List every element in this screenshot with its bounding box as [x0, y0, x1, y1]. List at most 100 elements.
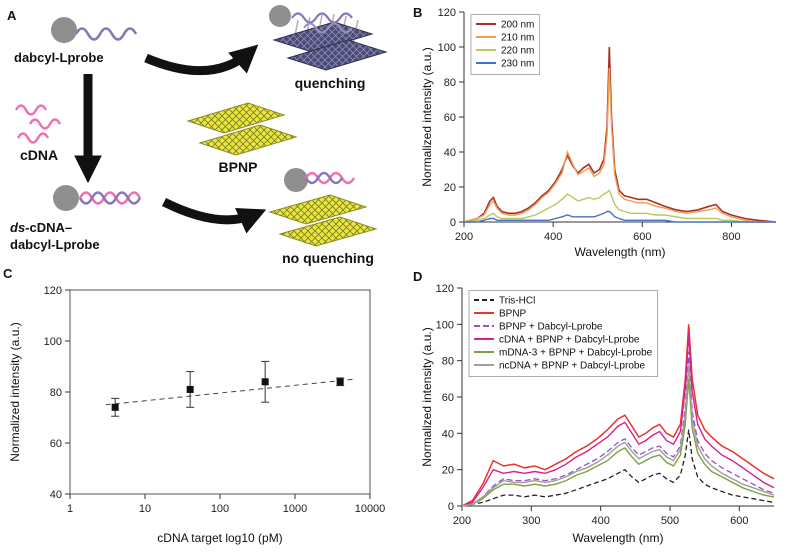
- y-tick-label: 20: [442, 465, 454, 477]
- y-axis-label: Normalized intensity (a.u.): [8, 322, 22, 461]
- series-line: [463, 67, 776, 223]
- y-tick-label: 100: [438, 42, 456, 54]
- x-tick-label: 400: [544, 231, 562, 243]
- bpnp-nanoplates: [186, 102, 298, 156]
- series-line: [464, 210, 776, 223]
- legend-label: 230 nm: [501, 59, 534, 70]
- duplex-probe-strand: [78, 191, 142, 205]
- panel-label-b: B: [413, 5, 423, 20]
- duplex-molecule: ds-cDNA– dabcyl-Lprobe: [10, 185, 142, 252]
- y-tick-label: 40: [442, 428, 454, 440]
- cdna-label: cDNA: [20, 147, 58, 163]
- trend-line: [105, 378, 354, 406]
- dabcyl-sphere: [53, 185, 79, 211]
- y-tick-label: 80: [442, 356, 454, 368]
- y-tick-label: 0: [448, 501, 454, 513]
- cdna-strands: cDNA: [14, 104, 62, 163]
- bpnp-label: BPNP: [219, 159, 258, 175]
- legend-label: mDNA-3 + BPNP + Dabcyl-Lprobe: [499, 348, 653, 359]
- dabcyl-sphere: [51, 17, 77, 43]
- series-line: [461, 333, 775, 507]
- chart-b-emission-spectra: 200 400 600 800 0 20 40 60 80 100 120 Wavelength (n…: [418, 0, 788, 264]
- legend-label: 210 nm: [501, 33, 534, 44]
- lattice-plate: [272, 21, 374, 53]
- legend-label: 200 nm: [501, 20, 534, 31]
- x-tick-label: 1000: [283, 503, 307, 515]
- dabcyl-lprobe-molecule: dabcyl-Lprobe: [14, 17, 138, 65]
- chart-c-svg: 1 10 100 1000 10000 40 60 80 100 120 cDNA target l…: [8, 285, 386, 545]
- arrow-to-quenching: [144, 44, 259, 76]
- y-tick-label: 80: [444, 77, 456, 89]
- y-tick-label: 120: [438, 7, 456, 19]
- y-tick-label: 20: [444, 182, 456, 194]
- dabcyl-sphere: [269, 5, 291, 27]
- x-tick-label: 300: [522, 515, 540, 527]
- legend-box: [468, 290, 659, 377]
- y-tick-label: 100: [44, 336, 62, 348]
- bpnp-plate: [268, 194, 368, 225]
- schematic-panel-a: dabcyl-Lprobe quenching cDNA: [10, 5, 388, 266]
- adsorbed-probe-strand: [303, 22, 353, 34]
- x-tick-label: 200: [455, 231, 473, 243]
- series-line: [463, 46, 777, 223]
- data-point: [261, 378, 269, 386]
- quenching-label: quenching: [295, 75, 366, 91]
- panel-label-d: D: [413, 269, 423, 284]
- arrow-to-no-quenching: [161, 197, 267, 234]
- x-tick-label: 200: [453, 515, 471, 527]
- y-tick-label: 60: [50, 438, 62, 450]
- x-tick-label: 600: [633, 231, 651, 243]
- x-tick-label: 500: [661, 515, 679, 527]
- series-line: [461, 364, 775, 507]
- panel-label-a: A: [7, 8, 17, 23]
- y-tick-label: 120: [436, 283, 454, 295]
- adsorbed-probe-strand: [291, 12, 353, 24]
- cdna-strand: [14, 104, 48, 116]
- x-tick-label: 400: [591, 515, 609, 527]
- no-quenching-complex: [268, 168, 378, 247]
- y-tick-label: 120: [44, 285, 62, 297]
- x-tick-label: 10: [139, 503, 151, 515]
- x-tick-label: 10000: [355, 503, 386, 515]
- y-tick-label: 40: [50, 489, 62, 501]
- y-tick-label: 40: [444, 147, 456, 159]
- chart-b-svg: 200 400 600 800 0 20 40 60 80 100 120 Wavelength (n…: [420, 7, 777, 259]
- x-tick-label: 100: [211, 503, 229, 515]
- chart-d-svg: 200 300 400 500 600 0 20 40 60 80 100 120 Wavelength…: [420, 283, 775, 545]
- legend-label: Tris-HCl: [499, 296, 535, 307]
- data-point: [111, 403, 119, 411]
- x-axis-label: Wavelength (nm): [575, 245, 666, 259]
- data-point: [336, 378, 344, 386]
- chart-c-calibration-plot: 1 10 100 1000 10000 40 60 80 100 120 cDNA target l…: [6, 274, 388, 550]
- panel-label-c: C: [3, 266, 13, 281]
- duplex-cdna-strand: [78, 191, 142, 205]
- bpnp-plate: [186, 102, 286, 134]
- legend-label: ncDNA + BPNP + Dabcyl-Lprobe: [499, 361, 645, 372]
- y-axis-label: Normalized intensity (a.u.): [420, 47, 434, 186]
- lattice-plate: [286, 39, 388, 71]
- x-tick-label: 800: [722, 231, 740, 243]
- series-line: [461, 429, 775, 507]
- y-tick-label: 0: [450, 217, 456, 229]
- legend: Tris-HCl BPNP BPNP + Dabcyl-Lprobe cDNA + B…: [468, 290, 659, 377]
- y-tick-label: 60: [444, 112, 456, 124]
- legend-label: 220 nm: [501, 46, 534, 57]
- free-duplex-strand: [304, 171, 344, 185]
- dabcyl-lprobe-label: dabcyl-Lprobe: [14, 50, 104, 65]
- dabcyl-sphere: [284, 168, 308, 192]
- y-tick-label: 60: [442, 392, 454, 404]
- series-line: [464, 189, 776, 223]
- y-axis-label: Normalized intensity (a.u.): [420, 327, 434, 466]
- y-tick-label: 80: [50, 387, 62, 399]
- plot-frame: [69, 289, 371, 495]
- x-tick-label: 600: [730, 515, 748, 527]
- legend-label: BPNP + Dabcyl-Lprobe: [499, 322, 603, 333]
- duplex-label-line2: dabcyl-Lprobe: [10, 237, 100, 252]
- chart-d-comparison-spectra: 200 300 400 500 600 0 20 40 60 80 100 120 Wavelength…: [418, 276, 788, 550]
- legend-label: cDNA + BPNP + Dabcyl-Lprobe: [499, 335, 640, 346]
- y-tick-label: 100: [436, 319, 454, 331]
- x-axis-label: Wavelength (nm): [573, 531, 664, 545]
- x-axis-label: cDNA target log10 (pM): [157, 531, 282, 545]
- bpnp-plate: [278, 216, 378, 247]
